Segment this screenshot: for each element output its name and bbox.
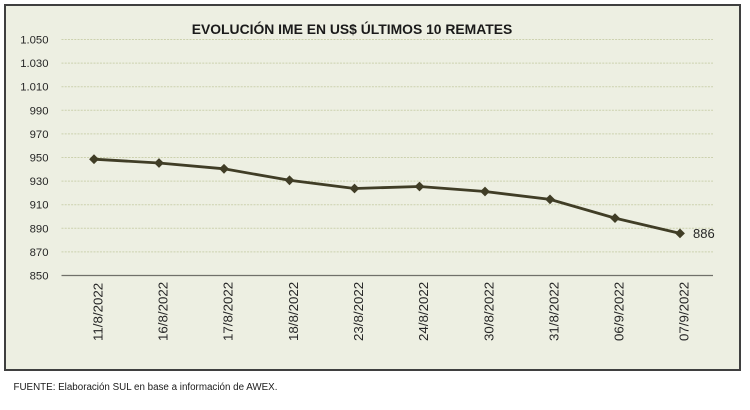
svg-text:FUENTE: Elaboración SUL en bas: FUENTE: Elaboración SUL en base a inform…	[14, 382, 278, 393]
svg-text:930: 930	[30, 176, 49, 188]
svg-text:11/8/2022: 11/8/2022	[91, 283, 106, 341]
svg-text:910: 910	[30, 200, 49, 212]
svg-text:870: 870	[30, 247, 49, 259]
svg-text:06/9/2022: 06/9/2022	[612, 282, 627, 341]
svg-text:950: 950	[30, 152, 49, 164]
svg-text:18/8/2022: 18/8/2022	[286, 282, 301, 341]
svg-text:24/8/2022: 24/8/2022	[416, 282, 431, 341]
svg-text:16/8/2022: 16/8/2022	[156, 282, 171, 341]
svg-text:1.010: 1.010	[20, 82, 48, 94]
svg-text:850: 850	[30, 270, 49, 282]
svg-text:886: 886	[693, 226, 715, 241]
svg-text:23/8/2022: 23/8/2022	[351, 282, 366, 341]
svg-text:17/8/2022: 17/8/2022	[221, 282, 236, 341]
svg-text:970: 970	[30, 129, 49, 141]
svg-text:990: 990	[30, 105, 49, 117]
svg-text:1.030: 1.030	[20, 58, 48, 70]
svg-text:31/8/2022: 31/8/2022	[547, 282, 562, 341]
svg-text:890: 890	[30, 223, 49, 235]
svg-text:1.050: 1.050	[20, 34, 48, 46]
svg-text:07/9/2022: 07/9/2022	[677, 282, 692, 341]
svg-text:30/8/2022: 30/8/2022	[482, 282, 497, 341]
svg-text:EVOLUCIÓN IME EN US$ ÚLTIMOS 1: EVOLUCIÓN IME EN US$ ÚLTIMOS 10 REMATES	[192, 20, 513, 37]
